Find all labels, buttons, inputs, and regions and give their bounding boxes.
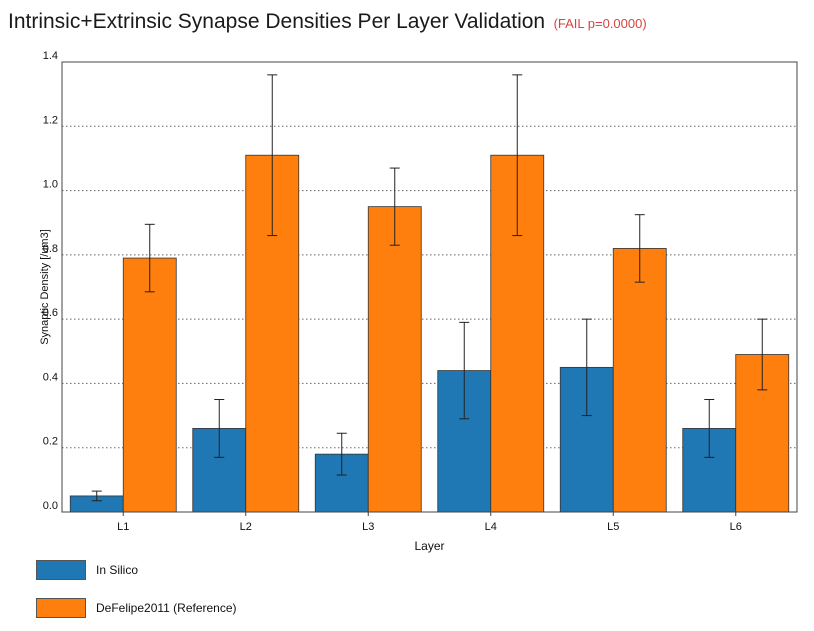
y-axis-label: Synaptic Density [/um3]: [39, 229, 51, 345]
chart-title-row: Intrinsic+Extrinsic Synapse Densities Pe…: [8, 10, 647, 34]
chart-title: Intrinsic+Extrinsic Synapse Densities Pe…: [8, 10, 546, 33]
bar-reference-l1: [122, 257, 177, 513]
legend-swatch-reference: [36, 598, 86, 618]
y-tick-label: 1.0: [43, 179, 58, 191]
x-tick-label: L3: [362, 521, 374, 533]
y-tick-label: 1.4: [43, 50, 58, 62]
x-tick-label: L5: [607, 521, 619, 533]
legend-label-in-silico: In Silico: [96, 563, 139, 577]
y-tick-label: 0.8: [43, 243, 58, 255]
legend-label-reference: DeFelipe2011 (Reference): [96, 601, 237, 615]
y-tick-label: 1.2: [43, 114, 58, 126]
status-badge: (FAIL p=0.0000): [553, 16, 647, 31]
x-axis-label: Layer: [414, 539, 444, 553]
x-tick-label: L6: [730, 521, 742, 533]
y-tick-label: 0.6: [43, 307, 58, 319]
y-tick-label: 0.0: [43, 500, 58, 512]
y-tick-label: 0.4: [43, 371, 58, 383]
x-tick-label: L4: [485, 521, 497, 533]
bar-reference-l5: [612, 248, 667, 513]
bar-chart: 0.0 0.2 0.4 0.6 0.8 1.0 1.2 1.4 L1 L2 L3 L4 L5 L6 Laye…: [39, 50, 798, 553]
legend-swatch-in-silico: [36, 560, 86, 580]
x-tick-label: L1: [117, 521, 129, 533]
x-tick-label: L2: [240, 521, 252, 533]
bar-reference-l3: [367, 206, 422, 513]
plot-frame: [61, 61, 798, 513]
y-tick-label: 0.2: [43, 436, 58, 448]
